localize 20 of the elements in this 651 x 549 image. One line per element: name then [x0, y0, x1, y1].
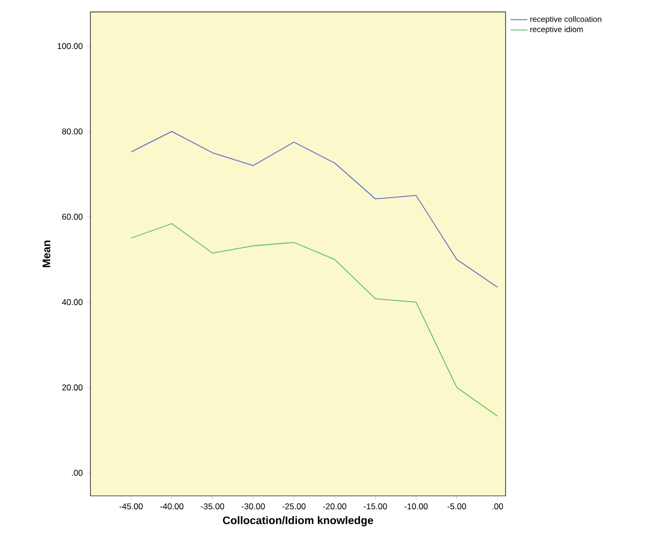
x-tick-label: -45.00	[120, 504, 143, 510]
x-tick-label: .00	[492, 504, 504, 510]
y-tick-label: 80.00	[62, 128, 83, 135]
y-tick-label: 40.00	[62, 299, 83, 306]
x-tick-label: -30.00	[242, 504, 265, 510]
y-tick-label: 60.00	[62, 214, 83, 220]
line-series	[130, 223, 498, 417]
x-tick-label: -35.00	[200, 504, 224, 510]
x-tick-label: -20.00	[323, 504, 346, 510]
y-tick-label: .00	[72, 470, 83, 476]
x-tick-label: -5.00	[448, 504, 466, 510]
y-tick-label: 20.00	[62, 384, 83, 391]
x-axis-title: Collocation/Idiom knowledge	[222, 516, 374, 527]
x-tick-label: -10.00	[404, 504, 428, 510]
line-series	[130, 131, 498, 288]
x-tick-label: -15.00	[364, 504, 387, 510]
y-tick-label: 100.00	[58, 43, 83, 50]
x-tick-label: -40.00	[160, 504, 184, 510]
y-axis-title: Mean	[42, 240, 50, 268]
x-tick-label: -25.00	[282, 504, 306, 510]
